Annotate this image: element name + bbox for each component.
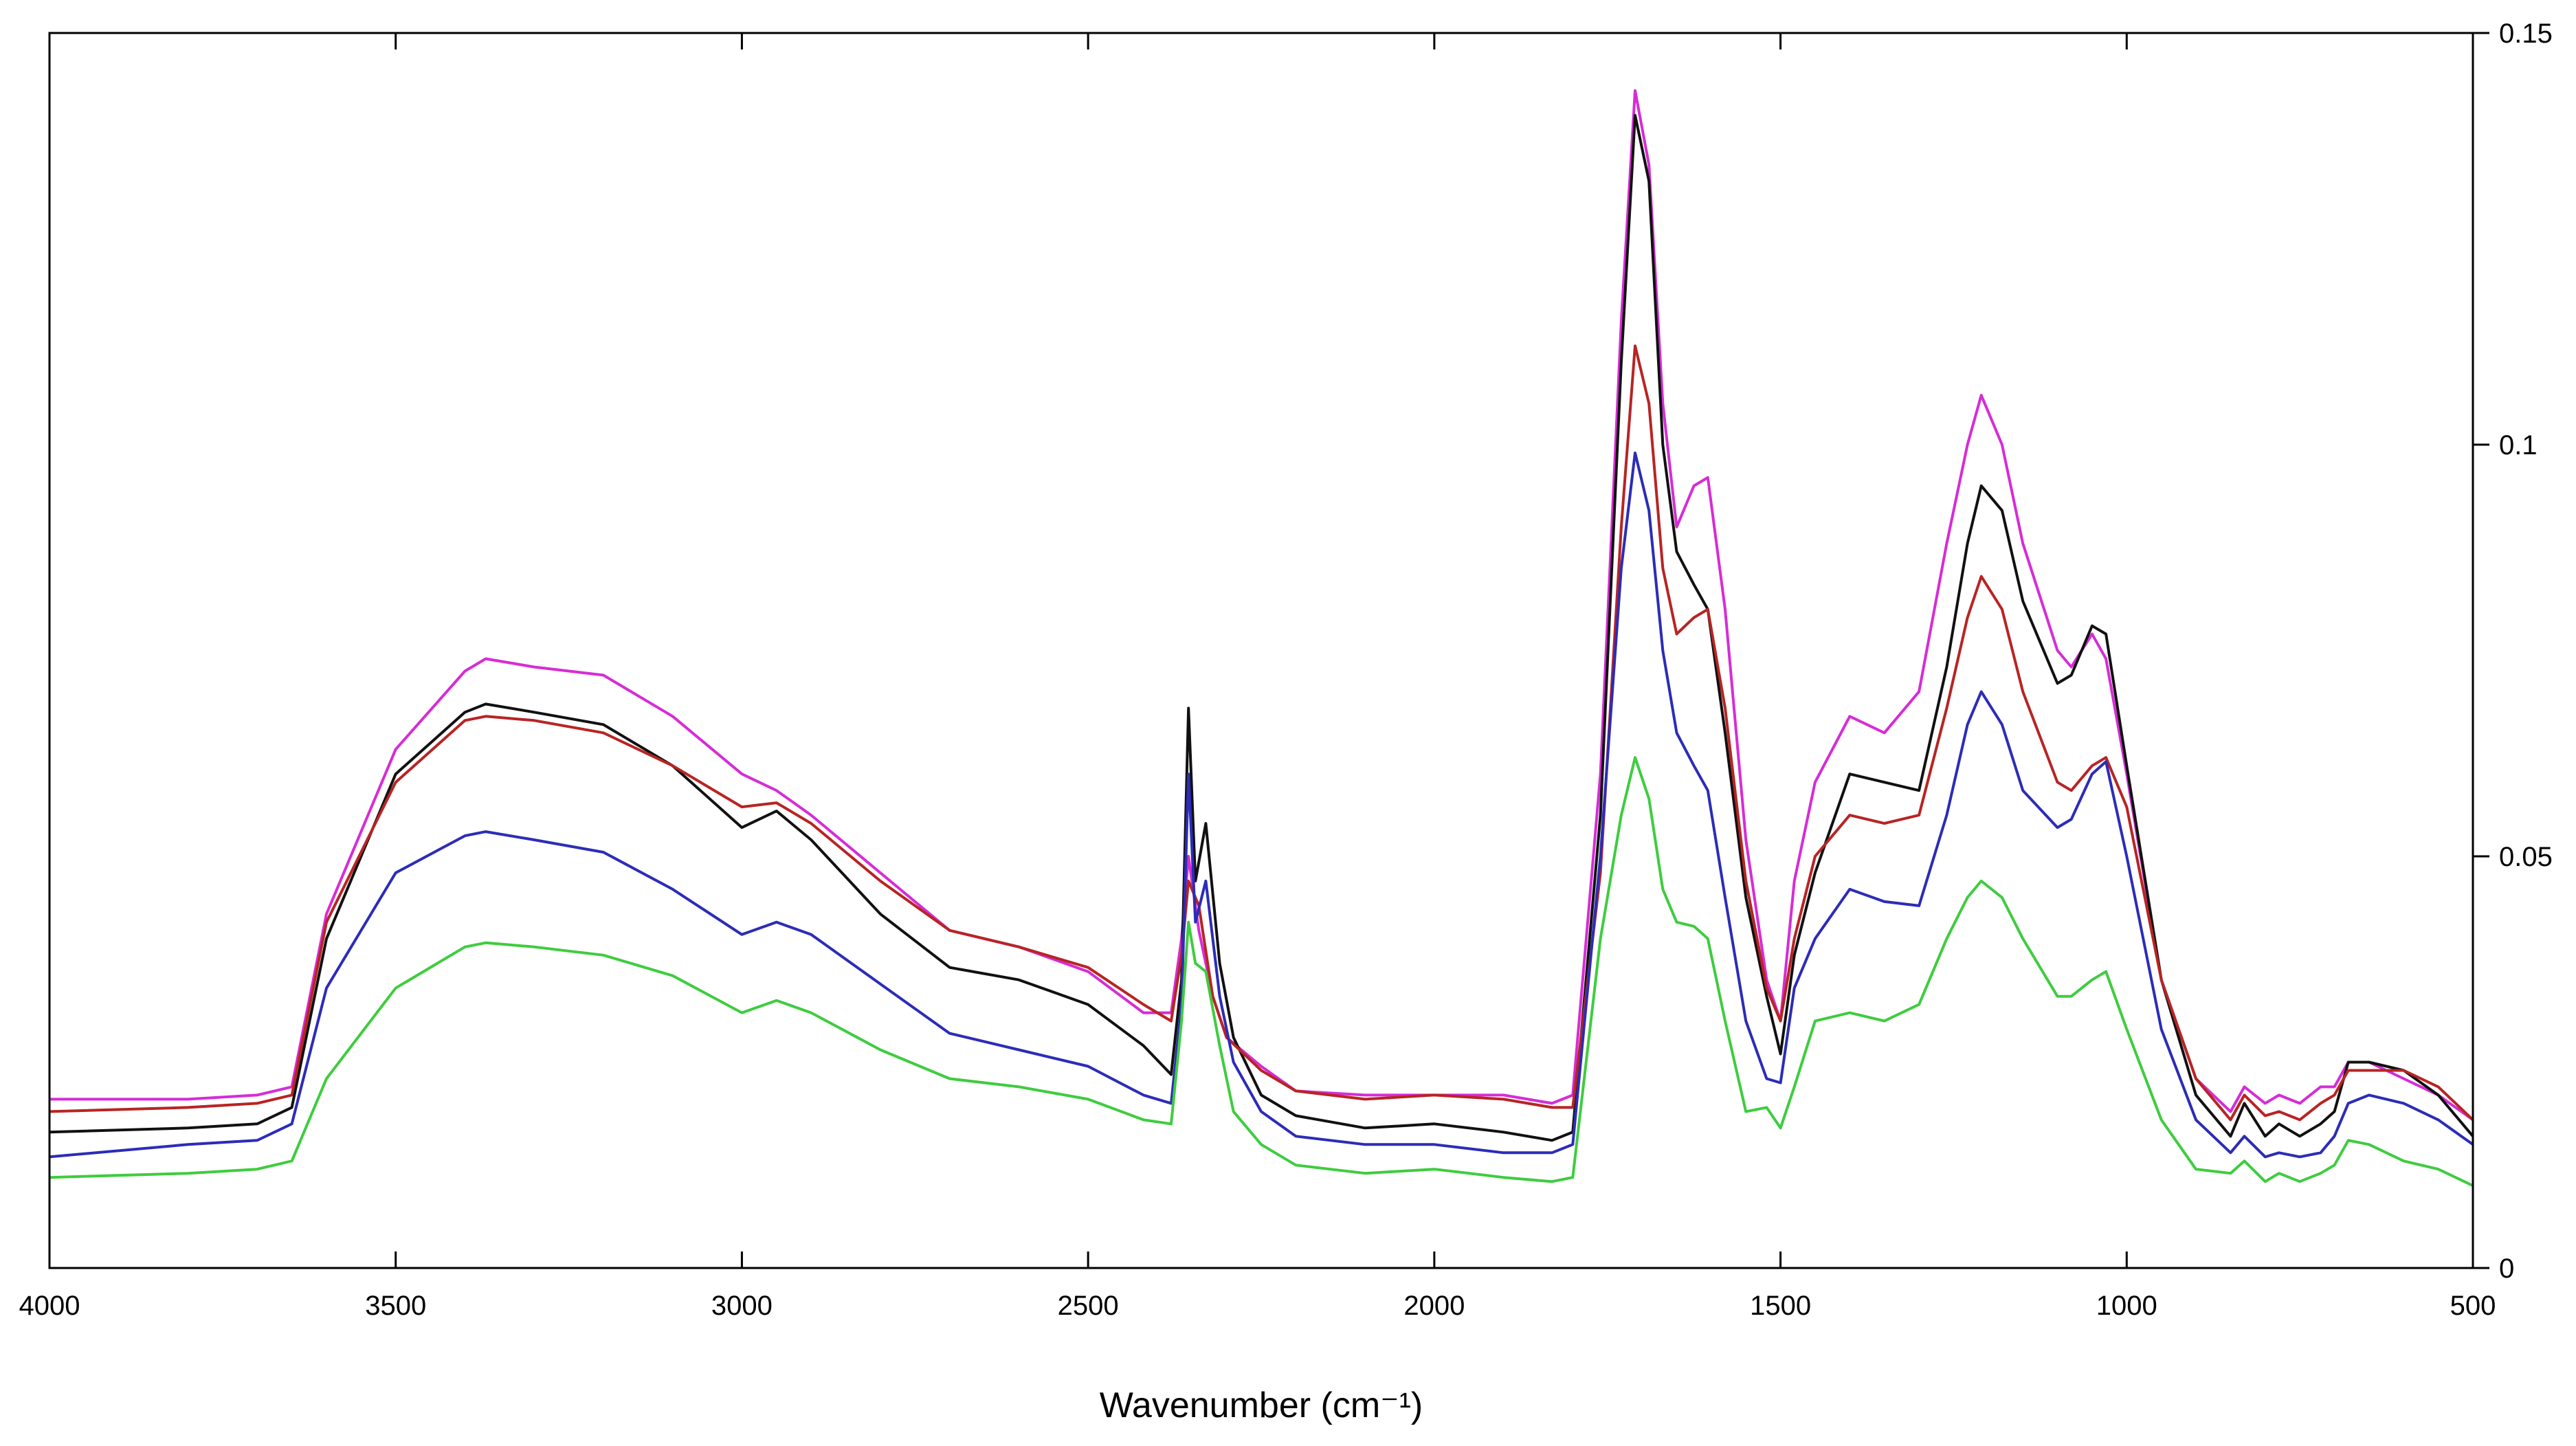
series-line-2: [49, 113, 2474, 1142]
x-tick-label: 2000: [1403, 1291, 1465, 1321]
series-line-1: [49, 89, 2474, 1122]
plot-frame: [48, 32, 2474, 1269]
series-layer: [49, 89, 2474, 1188]
series-line-4: [49, 452, 2474, 1159]
series-line-5: [49, 756, 2474, 1188]
y-tick-label: 0.05: [2499, 842, 2553, 872]
x-tick-label: 3500: [365, 1291, 426, 1321]
x-tick-label: 500: [2450, 1291, 2496, 1321]
series-line-3: [49, 344, 2474, 1122]
y-tick-label: 0.1: [2499, 430, 2538, 460]
y-tick-label: 0.15: [2499, 19, 2553, 49]
x-tick-label: 4000: [19, 1291, 80, 1321]
x-tick-label: 1000: [2096, 1291, 2157, 1321]
x-axis-title: Wavenumber (cm⁻¹): [1100, 1386, 1423, 1425]
x-tick-label: 3000: [711, 1291, 773, 1321]
x-tick-label: 1500: [1750, 1291, 1811, 1321]
y-tick-label: 0: [2499, 1254, 2514, 1284]
x-tick-label: 2500: [1058, 1291, 1119, 1321]
